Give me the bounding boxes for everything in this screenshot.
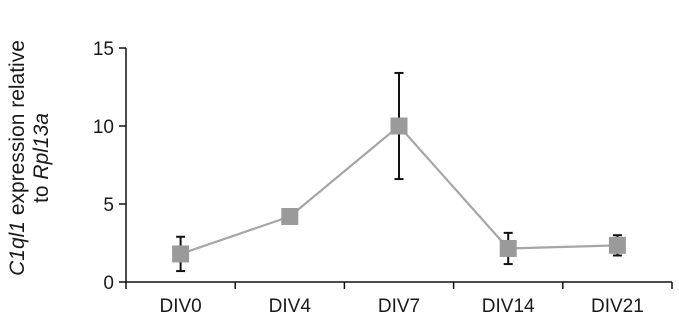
y-axis-title-text2: to bbox=[30, 180, 53, 203]
x-tick-label: DIV4 bbox=[269, 296, 312, 317]
y-axis-title-reference: Rpl13a bbox=[30, 113, 53, 180]
y-axis-title: C1ql1 expression relative to Rpl13a bbox=[6, 40, 53, 276]
data-series bbox=[172, 71, 626, 273]
x-tick-label: DIV0 bbox=[159, 296, 201, 317]
data-point-marker bbox=[281, 207, 299, 225]
data-point-marker bbox=[608, 236, 626, 254]
y-tick-label: 10 bbox=[93, 117, 114, 138]
x-tick-label: DIV14 bbox=[482, 296, 535, 317]
y-axis-title-gene: C1ql1 bbox=[6, 221, 29, 276]
x-ticks: DIV0 DIV4 DIV7 DIV14 DIV21 bbox=[125, 282, 673, 317]
axes bbox=[125, 48, 672, 283]
data-point-marker bbox=[172, 245, 190, 263]
y-axis-title-line1: C1ql1 expression relative bbox=[6, 40, 29, 276]
y-tick-label: 5 bbox=[103, 195, 114, 216]
data-point-marker bbox=[499, 239, 517, 257]
y-ticks: 0 5 10 15 bbox=[93, 39, 126, 294]
y-tick-label: 15 bbox=[93, 39, 114, 60]
y-axis-title-line2: to Rpl13a bbox=[30, 113, 53, 203]
x-tick-label: DIV7 bbox=[378, 296, 420, 317]
y-tick-label: 0 bbox=[103, 273, 114, 294]
y-axis-title-text1: expression relative bbox=[6, 40, 29, 221]
data-point-marker bbox=[390, 117, 408, 135]
x-tick-label: DIV21 bbox=[591, 296, 644, 317]
